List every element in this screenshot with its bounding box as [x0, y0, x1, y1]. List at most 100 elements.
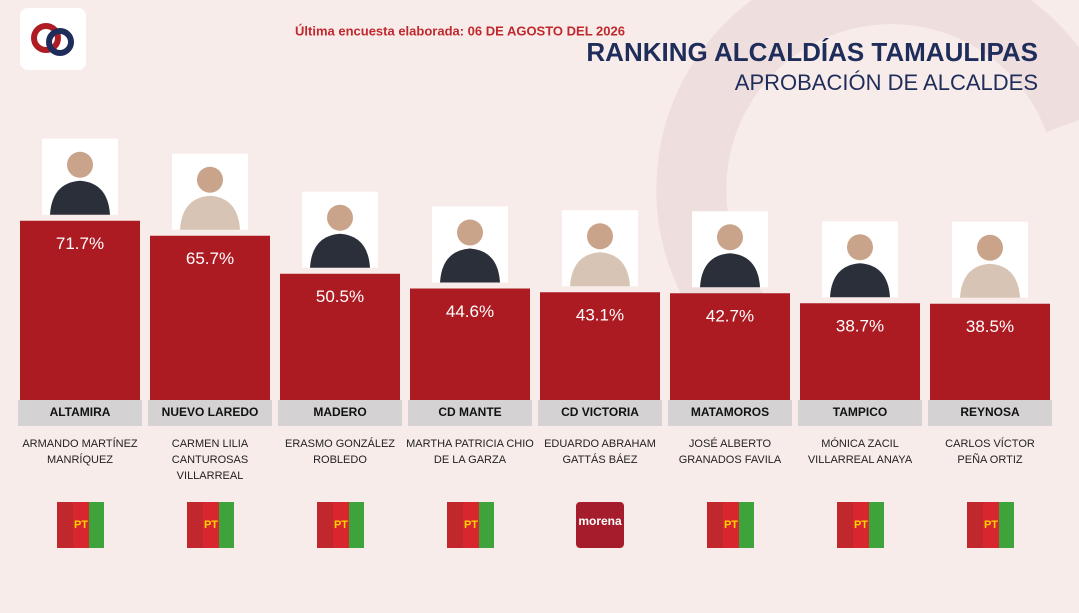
value-label: 44.6%	[446, 302, 494, 321]
party-logo	[853, 502, 869, 548]
photo-head	[847, 234, 873, 261]
photo-body	[50, 180, 110, 215]
bar	[800, 303, 920, 400]
party-logo	[219, 502, 234, 548]
party-logo-text: PT	[854, 519, 868, 531]
photo-head	[197, 166, 223, 193]
mayor-name: CANTUROSAS	[172, 454, 248, 466]
mayor-name: JOSÉ ALBERTO	[689, 437, 772, 450]
bar	[930, 303, 1050, 400]
bar	[540, 292, 660, 400]
bar	[280, 273, 400, 400]
mayor-name: MANRÍQUEZ	[47, 453, 113, 466]
party-logo	[967, 502, 983, 548]
party-logo	[999, 502, 1014, 548]
mayor-name: DE LA GARZA	[434, 454, 507, 466]
photo-body	[310, 233, 370, 268]
party-logo-text: PT	[724, 519, 738, 531]
category-strip	[278, 400, 402, 426]
brand-logo	[20, 8, 86, 70]
brand-logo-ring	[31, 23, 61, 53]
category-label: REYNOSA	[960, 405, 1020, 419]
photo-head	[587, 223, 613, 250]
party-logo	[203, 502, 219, 548]
party-logo	[983, 502, 999, 548]
mayor-name: PEÑA ORTIZ	[957, 453, 1022, 466]
mayor-name: ROBLEDO	[313, 454, 367, 466]
update-note: Última encuesta elaborada: 06 DE AGOSTO …	[295, 23, 625, 38]
mayor-name: GATTÁS BÁEZ	[563, 453, 638, 466]
party-logo	[57, 502, 73, 548]
bar	[670, 293, 790, 400]
mayor-name: EDUARDO ABRAHAM	[544, 438, 656, 450]
party-logo-text: PT	[74, 519, 88, 531]
value-label: 50.5%	[316, 287, 364, 306]
bar	[150, 235, 270, 400]
photo-head	[977, 234, 1003, 261]
party-logo	[73, 502, 89, 548]
party-logo	[447, 502, 463, 548]
mayor-name: MÓNICA ZACIL	[821, 437, 899, 450]
category-label: ALTAMIRA	[50, 405, 111, 419]
mayor-name: CARMEN LILIA	[172, 438, 249, 450]
party-logo-text: PT	[464, 519, 478, 531]
party-logo	[89, 502, 104, 548]
party-logo	[723, 502, 739, 548]
category-strip	[18, 400, 142, 426]
party-logo	[333, 502, 349, 548]
party-logo	[479, 502, 494, 548]
party-logo-text: morena	[578, 514, 622, 528]
mayor-name: VILLARREAL	[177, 470, 244, 482]
party-logo	[463, 502, 479, 548]
party-logo	[707, 502, 723, 548]
photo-head	[457, 219, 483, 246]
category-label: CD VICTORIA	[561, 405, 639, 419]
chart-subtitle: APROBACIÓN DE ALCALDES	[735, 70, 1038, 95]
party-logo	[576, 502, 624, 548]
category-strip	[538, 400, 662, 426]
photo-body	[440, 248, 500, 283]
mayor-name: VILLARREAL ANAYA	[808, 454, 913, 466]
mayor-name: GRANADOS FAVILA	[679, 454, 782, 466]
party-logo-text: PT	[204, 519, 218, 531]
party-logo	[869, 502, 884, 548]
category-label: NUEVO LAREDO	[162, 405, 259, 419]
photo-body	[570, 252, 630, 287]
photo-body	[180, 195, 240, 230]
value-label: 38.7%	[836, 317, 884, 336]
category-label: CD MANTE	[438, 405, 501, 419]
party-logo	[317, 502, 333, 548]
party-logo-text: PT	[984, 519, 998, 531]
party-logo	[739, 502, 754, 548]
mayor-name: MARTHA PATRICIA CHIO	[406, 438, 534, 450]
category-strip	[668, 400, 792, 426]
party-logo	[349, 502, 364, 548]
mayor-name: ARMANDO MARTÍNEZ	[22, 437, 138, 450]
category-strip	[408, 400, 532, 426]
photo-head	[67, 151, 93, 178]
value-label: 43.1%	[576, 306, 624, 325]
photo-body	[960, 263, 1020, 298]
photo-head	[717, 224, 743, 251]
category-strip	[148, 400, 272, 426]
value-label: 42.7%	[706, 307, 754, 326]
value-label: 71.7%	[56, 234, 104, 253]
photo-body	[700, 253, 760, 288]
category-strip	[928, 400, 1052, 426]
party-logo	[187, 502, 203, 548]
category-label: MATAMOROS	[691, 405, 769, 419]
party-logo	[837, 502, 853, 548]
chart-title: RANKING ALCALDÍAS TAMAULIPAS	[586, 37, 1038, 67]
value-label: 38.5%	[966, 317, 1014, 336]
bar	[410, 288, 530, 400]
category-label: MADERO	[313, 405, 366, 419]
mayor-name: CARLOS VÍCTOR	[945, 437, 1035, 450]
photo-body	[830, 263, 890, 298]
value-label: 65.7%	[186, 249, 234, 268]
party-logo-text: PT	[334, 519, 348, 531]
category-label: TAMPICO	[833, 405, 887, 419]
bar	[20, 220, 140, 400]
mayor-name: ERASMO GONZÁLEZ	[285, 437, 395, 450]
